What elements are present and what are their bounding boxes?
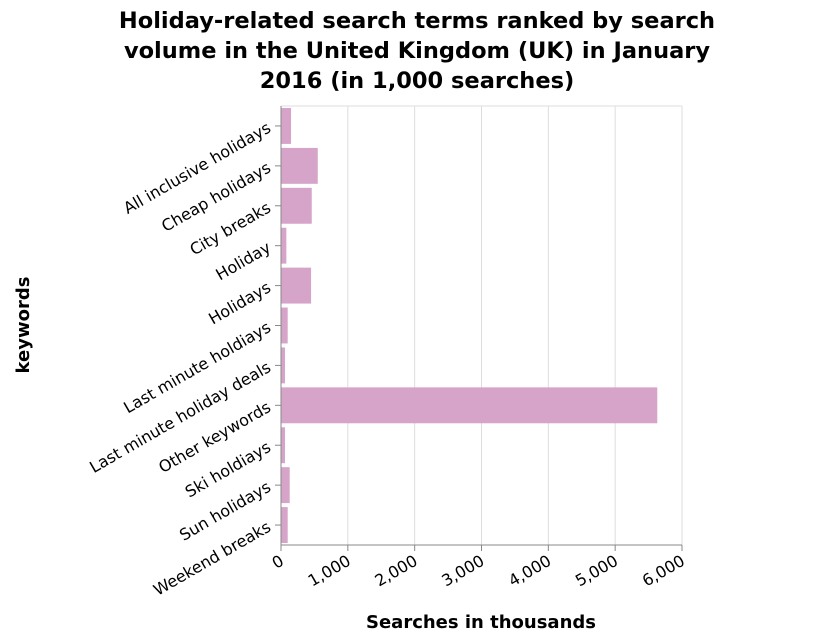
y-tick-label: Weekend breaks: [150, 517, 274, 600]
x-tick-label: 5,000: [572, 551, 621, 590]
y-tick-label: Holiday: [212, 238, 274, 285]
bar: [281, 427, 286, 464]
chart-title-line-2: volume in the United Kingdom (UK) in Jan…: [123, 38, 711, 64]
chart-title-line-1: Holiday-related search terms ranked by s…: [118, 8, 716, 34]
x-tick-label: 3,000: [438, 551, 487, 590]
bar: [281, 227, 287, 264]
bar: [281, 347, 286, 384]
x-tick-label: 0: [269, 551, 287, 573]
chart-title: Holiday-related search terms ranked by s…: [0, 6, 834, 96]
bar: [281, 507, 288, 544]
bars: [281, 107, 658, 544]
bar: [281, 107, 292, 144]
x-axis-title: Searches in thousands: [366, 612, 596, 633]
y-axis-title: keywords: [13, 277, 34, 374]
bar: [281, 387, 658, 424]
bar: [281, 267, 312, 304]
bar: [281, 147, 318, 184]
chart-title-line-3: 2016 (in 1,000 searches): [259, 68, 575, 94]
bar: [281, 187, 312, 224]
x-tick-label: 6,000: [639, 551, 688, 590]
gridlines: [280, 105, 683, 545]
bar: [281, 467, 290, 504]
x-tick-label: 4,000: [505, 551, 554, 590]
x-tick-label: 2,000: [371, 551, 420, 590]
bar: [281, 307, 288, 344]
x-tick-label: 1,000: [305, 551, 354, 590]
